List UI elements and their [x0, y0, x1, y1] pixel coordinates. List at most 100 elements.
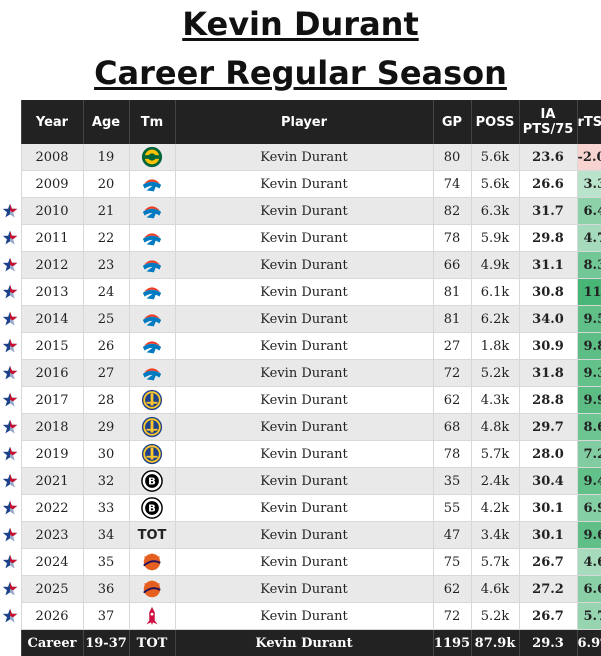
age-cell: 34	[83, 522, 129, 549]
player-cell: Kevin Durant	[175, 603, 433, 630]
age-cell: 24	[83, 279, 129, 306]
player-cell: Kevin Durant	[175, 522, 433, 549]
ia-pts-cell: 28.8	[519, 387, 577, 414]
all-star-cell	[0, 549, 21, 576]
age-cell: 19	[83, 144, 129, 171]
age-cell: 23	[83, 252, 129, 279]
year-cell: 2018	[21, 414, 83, 441]
player-cell: Kevin Durant	[175, 468, 433, 495]
chart-subtitle: Career Regular Season	[0, 51, 601, 95]
poss-cell: 6.1k	[471, 279, 519, 306]
rts-cell: 11.2%	[577, 279, 601, 306]
all-star-icon	[2, 608, 18, 624]
age-cell: 36	[83, 576, 129, 603]
team-cell	[129, 144, 175, 171]
age-cell: 26	[83, 333, 129, 360]
gp-cell: 81	[433, 279, 471, 306]
all-star-icon	[2, 257, 18, 273]
ia-pts-cell: 28.0	[519, 441, 577, 468]
player-cell: Kevin Durant	[175, 306, 433, 333]
year-cell: 2016	[21, 360, 83, 387]
year-cell: 2017	[21, 387, 83, 414]
ia-pts-cell: 30.1	[519, 495, 577, 522]
year-cell: 2019	[21, 441, 83, 468]
thunder-logo	[141, 362, 163, 384]
rts-cell: 9.8%	[577, 333, 601, 360]
ia-pts-cell: 26.7	[519, 603, 577, 630]
player-cell: Kevin Durant	[175, 549, 433, 576]
player-cell: Kevin Durant	[175, 144, 433, 171]
year-cell: 2022	[21, 495, 83, 522]
gp-cell: 74	[433, 171, 471, 198]
team-cell	[129, 279, 175, 306]
year-cell: 2011	[21, 225, 83, 252]
age-cell: 28	[83, 387, 129, 414]
poss-cell: 2.4k	[471, 468, 519, 495]
all-star-cell	[0, 630, 21, 656]
rts-cell: 7.2%	[577, 441, 601, 468]
age-cell: 32	[83, 468, 129, 495]
all-star-cell	[0, 144, 21, 171]
year-cell: Career	[21, 630, 83, 656]
header-ia-pts-line1: IA	[520, 107, 577, 122]
ia-pts-cell: 29.8	[519, 225, 577, 252]
age-cell: 30	[83, 441, 129, 468]
poss-cell: 4.2k	[471, 495, 519, 522]
warriors-logo	[141, 416, 163, 438]
year-cell: 2014	[21, 306, 83, 333]
poss-cell: 1.8k	[471, 333, 519, 360]
all-star-cell	[0, 522, 21, 549]
team-cell	[129, 252, 175, 279]
player-cell: Kevin Durant	[175, 387, 433, 414]
thunder-logo	[141, 254, 163, 276]
thunder-logo	[141, 308, 163, 330]
poss-cell: 5.2k	[471, 603, 519, 630]
team-cell	[129, 576, 175, 603]
gp-cell: 62	[433, 576, 471, 603]
all-star-icon	[2, 446, 18, 462]
all-star-cell	[0, 252, 21, 279]
rts-cell: 6.6%	[577, 576, 601, 603]
player-cell: Kevin Durant	[175, 441, 433, 468]
nets-logo: B	[141, 470, 163, 492]
player-cell: Kevin Durant	[175, 225, 433, 252]
player-cell: Kevin Durant	[175, 171, 433, 198]
poss-cell: 4.3k	[471, 387, 519, 414]
all-star-icon	[2, 500, 18, 516]
player-cell: Kevin Durant	[175, 576, 433, 603]
team-cell	[129, 306, 175, 333]
rts-cell: 8.6%	[577, 414, 601, 441]
age-cell: 27	[83, 360, 129, 387]
all-star-cell	[0, 387, 21, 414]
gp-cell: 82	[433, 198, 471, 225]
rockets-logo	[141, 605, 163, 627]
rts-cell: 4.6%	[577, 549, 601, 576]
gp-cell: 35	[433, 468, 471, 495]
header-spacer	[0, 100, 21, 144]
rts-cell: 8.3%	[577, 252, 601, 279]
warriors-logo	[141, 443, 163, 465]
header-gp: GP	[433, 100, 471, 144]
all-star-cell	[0, 333, 21, 360]
player-cell: Kevin Durant	[175, 333, 433, 360]
rts-cell: 4.7%	[577, 225, 601, 252]
ia-pts-cell: 34.0	[519, 306, 577, 333]
ia-pts-cell: 26.7	[519, 549, 577, 576]
nets-logo: B	[141, 497, 163, 519]
gp-cell: 78	[433, 441, 471, 468]
warriors-logo	[141, 389, 163, 411]
player-cell: Kevin Durant	[175, 279, 433, 306]
team-cell: TOT	[129, 522, 175, 549]
